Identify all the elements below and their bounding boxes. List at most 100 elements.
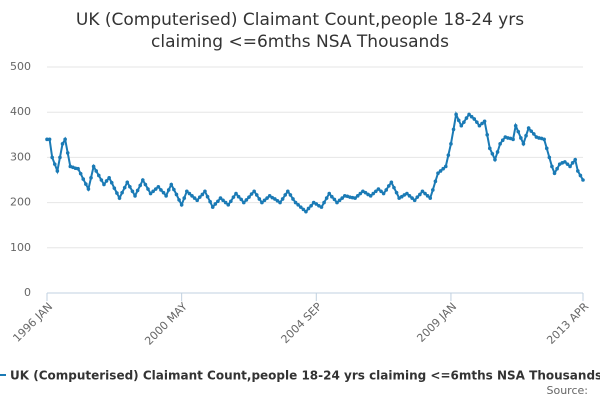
data-point [94,169,98,173]
data-point [322,200,326,205]
data-point [477,123,482,128]
data-point [76,166,80,171]
data-point [226,203,231,207]
x-tick-label: 1996 JAN [10,300,55,345]
data-point [112,186,117,190]
data-point [568,164,572,169]
data-point [464,116,469,120]
data-point [519,136,523,140]
data-point [190,194,194,198]
data-point [319,205,324,209]
data-point [353,196,357,200]
data-point [210,205,215,209]
data-point [462,120,466,124]
data-point [182,196,187,200]
data-point [130,189,135,194]
data-point [143,182,148,187]
data-point [104,179,109,183]
data-point [213,202,218,206]
data-point [107,175,111,180]
data-point [47,137,52,142]
data-point [309,203,313,208]
data-point [156,184,161,189]
data-point [166,188,171,192]
data-point [102,182,106,187]
data-point [254,193,259,197]
data-point [296,203,300,207]
data-point [555,166,559,171]
data-point [174,192,179,197]
data-point [407,194,412,198]
data-point [247,195,251,199]
data-point [65,151,70,155]
data-point [532,132,536,136]
data-point [386,184,391,188]
data-point [376,187,381,191]
data-point [172,187,176,192]
data-point [241,200,246,205]
data-point [363,190,368,195]
data-point [524,133,528,138]
data-point [412,198,417,203]
data-point [265,196,269,200]
data-point [495,150,500,154]
data-point [86,187,91,191]
data-point [410,196,414,200]
data-point [280,197,285,201]
data-point [50,155,54,160]
data-point [516,129,521,134]
data-point [490,151,495,156]
x-tick-label: 2004 SEP [279,300,325,346]
data-point [371,191,376,196]
data-point [565,162,570,166]
data-point [454,112,458,117]
data-point [451,127,456,132]
data-point [469,114,474,119]
data-point [332,197,337,202]
data-point [513,123,518,128]
data-point [415,195,420,199]
data-point [301,207,306,212]
data-point [379,189,383,194]
data-point [482,119,487,124]
data-point [153,187,158,191]
x-tick-label: 2009 JAN [414,300,459,345]
y-tick-label: 200 [10,196,31,209]
data-point [148,191,153,196]
data-point [161,190,166,195]
data-point [45,137,49,142]
data-point [117,196,122,200]
data-point [420,189,425,194]
data-point [552,171,557,176]
data-point [472,117,477,121]
data-point [159,188,163,192]
y-tick-label: 100 [10,241,31,254]
legend-label: UK (Computerised) Claimant Count,people … [10,369,600,383]
data-point [141,178,145,182]
data-point [456,118,461,123]
data-point [257,197,262,201]
data-point [570,161,575,165]
data-point [324,196,329,200]
data-point [244,198,249,202]
data-point [405,191,409,196]
data-point [291,197,295,201]
data-point [231,195,236,199]
data-point [335,200,339,205]
data-point [441,166,445,171]
y-tick-label: 500 [10,60,31,73]
data-point [218,196,223,200]
data-point [355,194,360,198]
data-point [327,191,332,196]
data-point [260,200,264,205]
data-point [177,198,181,202]
data-point [475,120,479,124]
data-point [81,177,86,181]
data-point [151,189,155,194]
data-point [293,200,298,205]
data-point [500,138,505,143]
data-point [498,142,502,146]
data-point [267,194,272,198]
data-point [192,196,197,200]
data-point [288,193,293,197]
